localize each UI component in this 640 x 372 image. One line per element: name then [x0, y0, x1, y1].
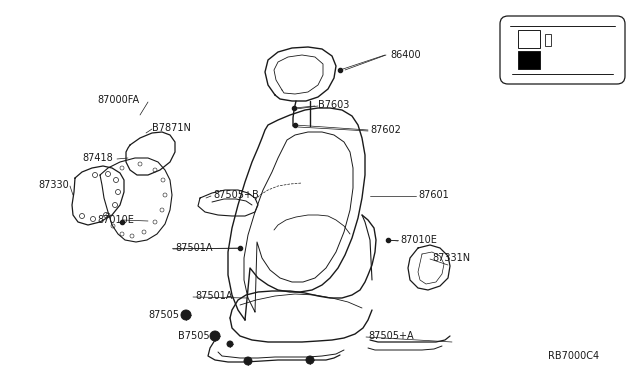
Bar — [518, 30, 540, 48]
Text: 86400: 86400 — [390, 50, 420, 60]
Text: RB7000C4: RB7000C4 — [548, 351, 599, 361]
Circle shape — [244, 357, 252, 365]
Circle shape — [211, 332, 219, 340]
Text: 87505: 87505 — [148, 310, 179, 320]
Bar — [545, 34, 551, 46]
Circle shape — [227, 341, 233, 347]
Text: B7505: B7505 — [178, 331, 210, 341]
Text: 87330: 87330 — [38, 180, 68, 190]
Text: 87501A: 87501A — [195, 291, 232, 301]
FancyBboxPatch shape — [500, 16, 625, 84]
Text: 87501A: 87501A — [175, 243, 212, 253]
Bar — [518, 51, 540, 69]
Text: 87331N: 87331N — [432, 253, 470, 263]
Circle shape — [210, 331, 220, 341]
Text: B7871N: B7871N — [152, 123, 191, 133]
Text: 87601: 87601 — [418, 190, 449, 200]
Circle shape — [306, 356, 314, 364]
Text: 87505+B: 87505+B — [213, 190, 259, 200]
Circle shape — [182, 311, 190, 319]
Text: B7603: B7603 — [318, 100, 349, 110]
Text: 87505+A: 87505+A — [368, 331, 413, 341]
Text: 87602: 87602 — [370, 125, 401, 135]
Text: 87000FA: 87000FA — [97, 95, 139, 105]
Text: 87010E: 87010E — [97, 215, 134, 225]
Circle shape — [181, 310, 191, 320]
Text: 87010E: 87010E — [400, 235, 437, 245]
Text: 87418: 87418 — [82, 153, 113, 163]
